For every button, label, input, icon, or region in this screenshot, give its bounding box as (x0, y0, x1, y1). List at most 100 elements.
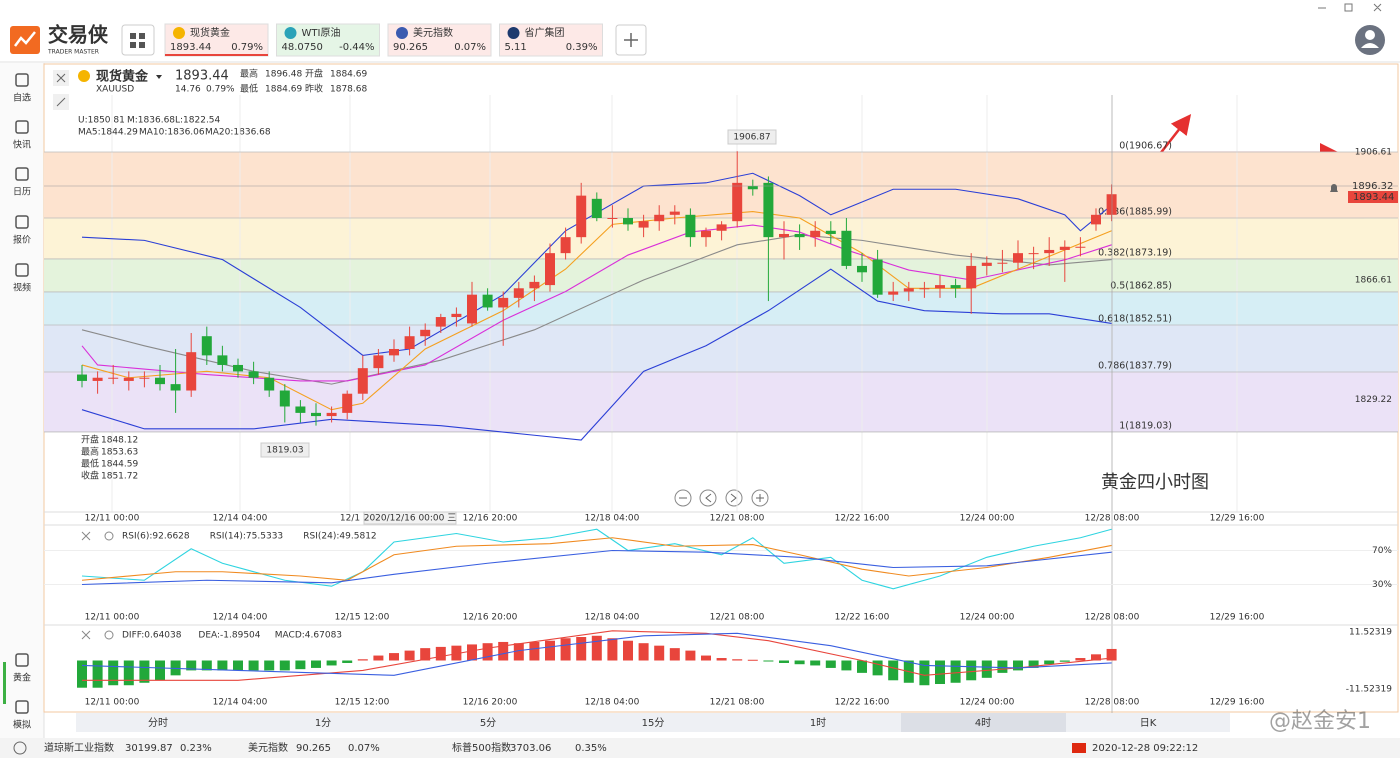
macd-bar (311, 660, 321, 668)
x-tick-label: 12/18 04:00 (585, 698, 640, 708)
macd-bar (264, 660, 275, 671)
quote-change-pct: 0.79% (206, 85, 235, 95)
logo-text: 交易侠 (48, 23, 109, 47)
quote-label: 最低 (240, 83, 258, 95)
candle-body (560, 237, 571, 254)
sidebar-label[interactable]: 模拟 (13, 719, 31, 731)
window-controls[interactable] (1318, 3, 1382, 12)
sidebar-label[interactable]: 自选 (13, 92, 31, 104)
support-icon[interactable] (13, 741, 27, 755)
x-tick-label: 12/1 (340, 514, 360, 524)
period-tab[interactable]: 5分 (480, 717, 496, 729)
sidebar-label[interactable]: 报价 (13, 234, 31, 246)
dropdown-caret (156, 75, 162, 79)
status-price: 30199.87 (125, 743, 173, 754)
candle-body (591, 198, 602, 218)
macd-bar (716, 658, 727, 661)
candle-body (935, 285, 945, 289)
panel-legend: RSI(6):92.6628 (122, 532, 190, 542)
tooltip-value: 1844.59 (101, 460, 138, 470)
sidebar-label[interactable]: 日历 (13, 187, 31, 198)
sidebar (0, 63, 44, 738)
x-tick-label: 12/15 12:00 (335, 698, 390, 708)
macd-bar (981, 660, 992, 678)
tooltip-label: 最低 (81, 458, 99, 470)
last-price: 1893.44 (1353, 192, 1394, 203)
x-tick-label: 12/11 00:00 (85, 698, 140, 708)
avatar-body (1361, 43, 1379, 48)
macd-bar (92, 660, 103, 688)
fib-band (44, 218, 1398, 259)
candle-body (888, 291, 899, 295)
x-tick-label: 12/24 00:00 (960, 514, 1015, 524)
tooltip-label: 收盘 (81, 470, 99, 482)
candle-body (1013, 253, 1023, 263)
candle-body (1028, 253, 1039, 255)
panel-legend: DIFF:0.64038 (122, 631, 182, 641)
candle-body (623, 217, 633, 225)
macd-bar (420, 648, 431, 661)
fib-label: 0.786(1837.79) (1098, 361, 1172, 372)
candle-body (513, 288, 524, 298)
x-tick-label: 12/24 00:00 (960, 613, 1015, 623)
panel-legend: RSI(14):75.5333 (210, 532, 283, 542)
watch-name: 现货黄金 (190, 26, 230, 39)
x-tick-label: 12/22 16:00 (835, 698, 890, 708)
macd-bar (373, 655, 384, 661)
fib-label: 0(1906.67) (1119, 140, 1172, 151)
macd-bar (545, 640, 555, 661)
panel-close (81, 531, 91, 541)
candle-body (217, 355, 228, 365)
watch-icon (396, 27, 408, 39)
period-tab[interactable]: 日K (1140, 718, 1157, 729)
period-tab[interactable]: 分时 (148, 717, 168, 729)
candle-body (825, 230, 836, 234)
candle-body (420, 329, 431, 337)
candle-body (342, 393, 353, 413)
macd-bar (248, 660, 259, 671)
fib-band (44, 258, 1398, 292)
watermark: @赵金安1 (1269, 709, 1371, 734)
macd-bar (560, 638, 571, 661)
sidebar-label[interactable]: 快讯 (13, 139, 31, 151)
candle-body (1106, 194, 1117, 215)
macd-bar (810, 660, 821, 666)
ma-legend: MA5:1844.29 (78, 128, 138, 138)
candle-body (170, 384, 181, 391)
grid-button[interactable] (121, 24, 155, 56)
watch-icon (284, 27, 297, 39)
quote-label: 开盘 (305, 68, 323, 80)
macd-line (82, 630, 1112, 681)
candle-body (186, 352, 197, 391)
panel-settings (104, 630, 114, 640)
high-label: 1906.87 (733, 133, 770, 143)
indicator-line (81, 268, 1112, 441)
low-label: 1819.03 (266, 446, 303, 456)
x-tick-label: 12/28 08:00 (1085, 698, 1140, 708)
panel-settings (104, 531, 114, 541)
macd-bar (857, 660, 867, 673)
period-tab[interactable]: 4时 (975, 717, 991, 729)
period-tab[interactable]: 15分 (642, 717, 665, 729)
macd-bar (763, 660, 774, 662)
macd-bar (404, 650, 415, 661)
macd-bar (638, 643, 649, 661)
status-name: 美元指数 (248, 741, 288, 754)
period-tab[interactable]: 1分 (315, 717, 331, 729)
watch-price: 90.265 (393, 42, 428, 53)
macd-bar (498, 641, 509, 661)
zoom-controls[interactable] (674, 489, 769, 507)
candle-body (716, 224, 727, 231)
logo-icon (10, 26, 40, 54)
candle-body (872, 259, 883, 295)
sidebar-label[interactable]: 黄金 (13, 672, 31, 684)
status-datetime: 2020-12-28 09:22:12 (1092, 743, 1198, 754)
sidebar-label[interactable]: 视频 (13, 282, 31, 294)
macd-bar (123, 660, 134, 686)
macd-bar (997, 660, 1008, 673)
candle-body (357, 368, 368, 394)
fib-label: 0.382(1873.19) (1098, 247, 1172, 258)
watch-price: 1893.44 (170, 42, 211, 53)
period-tab[interactable]: 1时 (810, 717, 826, 729)
candle-body (669, 211, 680, 215)
